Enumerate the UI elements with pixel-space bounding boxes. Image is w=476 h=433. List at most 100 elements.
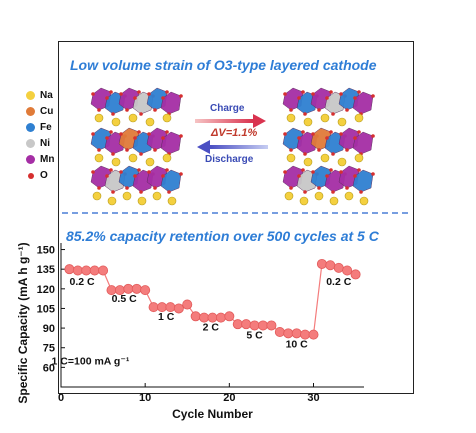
sodium-atom xyxy=(111,117,121,127)
oxygen-atom xyxy=(139,152,143,156)
octahedron-shape xyxy=(160,91,182,115)
oxygen-atom xyxy=(301,168,305,172)
oxygen-atom xyxy=(371,94,375,98)
oxygen-atom xyxy=(359,190,363,194)
oxygen-atom xyxy=(105,96,109,100)
octahedron-shape xyxy=(296,169,318,193)
octahedron-shape xyxy=(324,169,346,193)
oxygen-atom xyxy=(331,112,335,116)
oxygen-atom xyxy=(311,92,315,96)
oxygen-atom xyxy=(301,130,305,134)
lattice-after xyxy=(282,87,375,206)
oxygen-atom xyxy=(297,96,301,100)
lattice-before xyxy=(90,87,183,206)
oxygen-atom xyxy=(357,90,361,94)
oxygen-atom xyxy=(161,136,165,140)
oxygen-atom xyxy=(137,130,141,134)
data-point xyxy=(89,265,100,276)
oxygen-atom xyxy=(153,108,157,112)
oxygen-atom xyxy=(111,112,115,116)
oxygen-atom xyxy=(311,132,315,136)
oxygen-atom xyxy=(109,168,113,172)
sodium-atom xyxy=(329,196,339,206)
octahedron-shape xyxy=(132,169,154,193)
rate-annotation: 1 C=100 mA g⁻¹ xyxy=(52,356,130,368)
legend-mn: Mn xyxy=(26,154,54,165)
x-tick-label: 20 xyxy=(223,392,235,404)
rate-annotation: 0.2 C xyxy=(69,276,95,288)
oxygen-atom xyxy=(339,170,343,174)
sodium-atom xyxy=(320,153,330,163)
oxygen-atom xyxy=(119,170,123,174)
oxygen-atom xyxy=(371,172,375,176)
oxygen-atom xyxy=(97,186,101,190)
oxygen-atom xyxy=(133,96,137,100)
oxygen-atom xyxy=(165,130,169,134)
oxygen-atom xyxy=(317,108,321,112)
mn-dot-icon xyxy=(26,155,35,164)
oxygen-atom xyxy=(289,108,293,112)
oxygen-atom xyxy=(161,96,165,100)
oxygen-atom xyxy=(283,132,287,136)
y-tick-label: 150 xyxy=(37,245,55,257)
oxygen-atom xyxy=(339,132,343,136)
sodium-atom xyxy=(122,191,132,201)
oxygen-atom xyxy=(301,90,305,94)
oxygen-atom xyxy=(179,134,183,138)
legend-fe: Fe xyxy=(26,122,52,133)
oxygen-atom xyxy=(303,152,307,156)
oxygen-atom xyxy=(137,90,141,94)
rate-annotation: 5 C xyxy=(246,330,263,342)
oxygen-atom xyxy=(165,90,169,94)
sodium-atom xyxy=(92,191,102,201)
octahedron-shape xyxy=(132,91,154,115)
sodium-atom xyxy=(145,117,155,127)
charge-arrow xyxy=(195,114,266,128)
y-tick-label: 105 xyxy=(37,303,55,315)
sodium-atom xyxy=(314,191,324,201)
data-point xyxy=(182,299,193,310)
oxygen-atom xyxy=(97,148,101,152)
sodium-atom xyxy=(303,117,313,127)
volume-change-label: ΔV=1.1% xyxy=(211,127,258,139)
oxygen-atom xyxy=(329,90,333,94)
data-point xyxy=(308,329,319,340)
sodium-atom xyxy=(320,113,330,123)
octahedron-shape xyxy=(104,91,126,115)
rate-annotation: 2 C xyxy=(203,322,220,334)
sodium-atom xyxy=(284,191,294,201)
octahedron-shape xyxy=(324,131,346,155)
oxygen-atom xyxy=(137,168,141,172)
oxygen-atom xyxy=(311,170,315,174)
legend-na: Na xyxy=(26,90,53,101)
octahedron-shape xyxy=(160,169,182,193)
oxygen-atom xyxy=(125,108,129,112)
oxygen-atom xyxy=(119,92,123,96)
oxygen-atom xyxy=(147,170,151,174)
sodium-atom xyxy=(337,157,347,167)
discharge-arrow xyxy=(197,140,268,154)
cu-dot-icon xyxy=(26,107,35,116)
x-tick-label: 0 xyxy=(58,392,64,404)
oxygen-atom xyxy=(119,132,123,136)
discharge-label: Discharge xyxy=(205,154,254,165)
sodium-atom xyxy=(128,113,138,123)
oxygen-atom xyxy=(139,112,143,116)
oxygen-atom xyxy=(147,92,151,96)
octahedron-shape xyxy=(104,131,126,155)
data-point xyxy=(98,265,109,276)
oxygen-atom xyxy=(167,190,171,194)
sodium-atom xyxy=(354,153,364,163)
oxygen-atom xyxy=(91,132,95,136)
oxygen-atom xyxy=(345,186,349,190)
sodium-atom xyxy=(299,196,309,206)
sodium-atom xyxy=(107,196,117,206)
sodium-atom xyxy=(137,196,147,206)
data-point xyxy=(325,260,336,271)
oxygen-atom xyxy=(283,170,287,174)
sodium-atom xyxy=(94,113,104,123)
sodium-atom xyxy=(354,113,364,123)
ni-dot-icon xyxy=(26,139,35,148)
oxygen-atom xyxy=(125,186,129,190)
oxygen-atom xyxy=(289,148,293,152)
